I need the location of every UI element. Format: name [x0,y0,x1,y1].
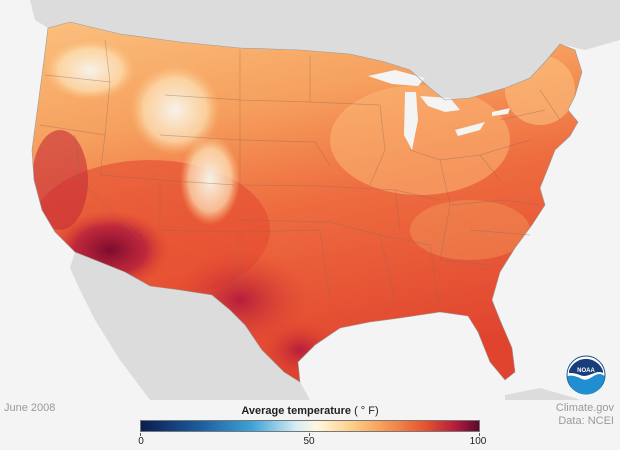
noaa-logo-text: NOAA [577,368,595,374]
temperature-map [30,0,620,400]
state-boundaries [39,39,561,313]
canada-landmass [30,0,620,100]
great-lakes [368,70,510,150]
legend-title: Average temperature ( ° F) [140,405,480,417]
legend-label-mid: 50 [303,436,315,447]
credit-block: Climate.gov Data: NCEI [556,402,614,428]
legend-tick-mid [309,433,310,436]
date-label: June 2008 [4,402,56,414]
credit-source: Climate.gov [555,402,614,414]
legend-tick-max [479,433,480,436]
credit-data: Data: NCEI [558,415,614,427]
legend-title-text: Average temperature [241,405,351,417]
legend-color-bar [140,420,480,432]
legend-unit: ( ° F) [354,405,379,417]
mexico-landmass [70,252,310,400]
legend-label-max: 100 [469,436,487,447]
legend-tick-min [140,433,141,436]
legend-label-min: 0 [138,436,144,447]
cuba-landmass [505,388,580,400]
noaa-logo: NOAA [566,355,606,395]
